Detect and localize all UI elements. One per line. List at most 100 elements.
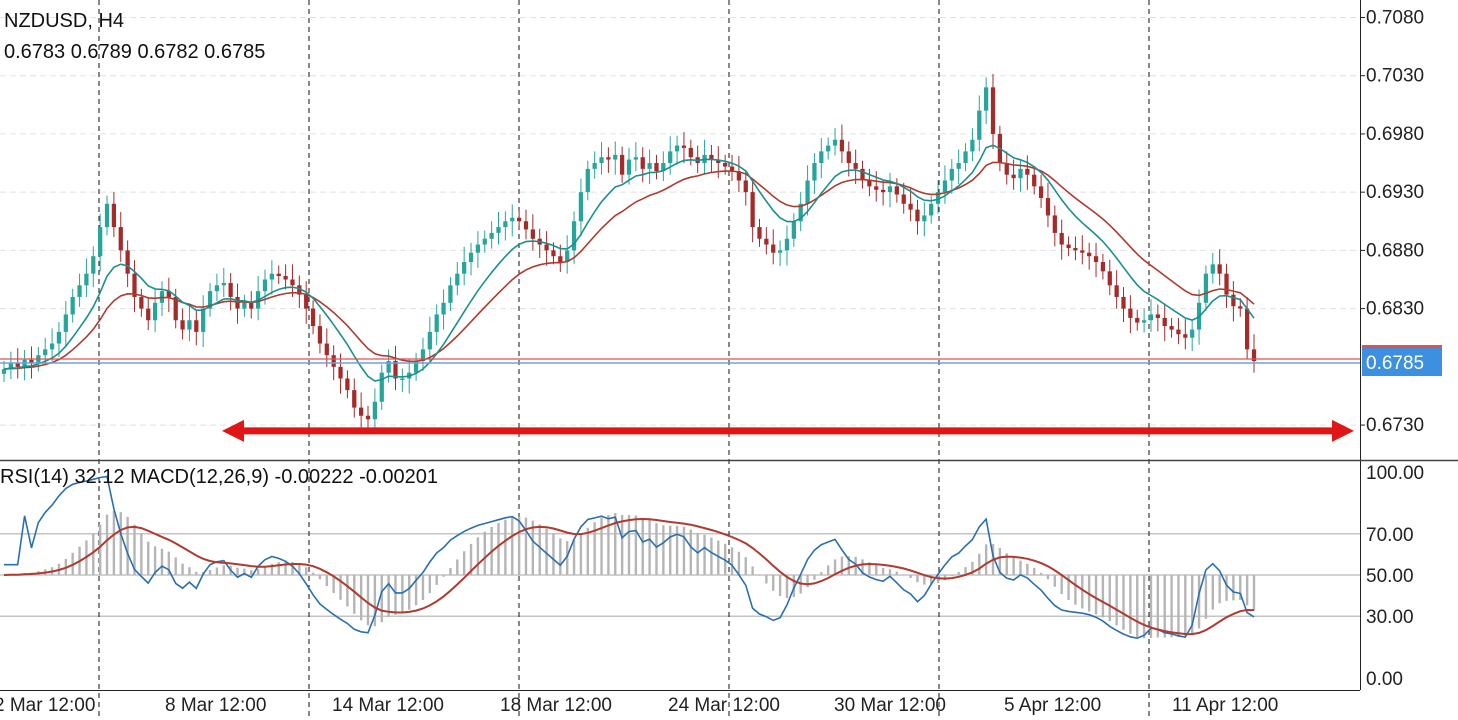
candle-body: [922, 215, 927, 222]
candle-body: [276, 273, 281, 276]
candle-body: [977, 110, 982, 140]
indicator-axis-label: 0.00: [1366, 669, 1403, 690]
candle-body: [1148, 314, 1154, 321]
candle-body: [118, 227, 123, 251]
candle-body: [558, 256, 563, 263]
candle-body: [1107, 271, 1112, 286]
candle-body: [1032, 174, 1037, 187]
candle-body: [853, 163, 858, 169]
candle-body: [1073, 248, 1078, 251]
candle-body: [420, 349, 426, 362]
candle-body: [654, 163, 659, 172]
candle-body: [1025, 168, 1030, 175]
candle-body: [475, 244, 481, 253]
candle-body: [269, 273, 274, 280]
candle-body: [935, 192, 941, 204]
candle-body: [805, 180, 810, 204]
candle-body: [91, 256, 96, 274]
candle-body: [63, 314, 68, 332]
candle-body: [448, 285, 453, 303]
candle-body: [688, 147, 693, 158]
support-range-arrow: [222, 419, 1354, 442]
candle-body: [56, 331, 62, 344]
candle-body: [104, 203, 110, 228]
time-label: 14 Mar 12:00: [332, 695, 444, 716]
candle-body: [668, 151, 673, 164]
candle-body: [132, 273, 137, 297]
candle-body: [455, 273, 460, 286]
candle-body: [990, 87, 996, 134]
candle-body: [812, 163, 817, 181]
fast-moving-average-line: [3, 144, 1255, 382]
candle-body: [427, 331, 432, 350]
candle-body: [1210, 264, 1215, 274]
indicator-axis-label: 70.00: [1366, 525, 1414, 546]
candle-body: [798, 203, 803, 222]
candle-body: [1224, 273, 1229, 295]
time-label: 2 Mar 12:00: [0, 695, 95, 716]
candle-body: [29, 359, 34, 364]
candle-body: [111, 203, 117, 228]
candle-body: [125, 250, 130, 274]
price-label: 0.6930: [1366, 182, 1424, 203]
candle-body: [530, 229, 535, 239]
candle-body: [606, 157, 611, 160]
period-separators: [98, 0, 1150, 720]
candle-body: [1, 369, 7, 374]
candle-body: [496, 227, 501, 233]
candle-body: [98, 227, 103, 257]
candle-body: [207, 291, 213, 309]
rsi-line: [4, 475, 1255, 640]
candle-body: [187, 320, 192, 330]
candle-body: [70, 296, 75, 315]
candle-body: [221, 282, 226, 286]
candle-body: [152, 302, 158, 321]
candle-body: [839, 139, 845, 152]
candle-body: [942, 180, 948, 193]
candle-body: [585, 168, 590, 193]
price-axis-labels: 0.7080 0.7030 0.6980 0.6930 0.6880 0.6830 0.67…: [1360, 7, 1424, 436]
axes: [0, 0, 1458, 691]
candle-body: [1087, 252, 1092, 257]
indicator-readout: RSI(14) 32.12 MACD(12,26,9) -0.00222 -0.…: [0, 466, 439, 488]
candle-body: [1066, 244, 1071, 249]
price-label: 0.6730: [1366, 415, 1424, 436]
candle-body: [1238, 306, 1243, 309]
candle-body: [826, 145, 831, 152]
macd-histogram: [9, 510, 1256, 639]
candle-body: [1018, 168, 1023, 179]
candle-body: [771, 244, 776, 253]
candle-body: [201, 308, 206, 332]
candle-body: [434, 314, 439, 332]
candlesticks: [1, 73, 1257, 435]
slow-moving-average-line: [3, 161, 1255, 370]
time-label: 18 Mar 12:00: [500, 695, 612, 716]
candle-body: [365, 415, 371, 420]
candle-body: [8, 363, 13, 370]
candle-body: [139, 296, 144, 309]
candle-body: [310, 308, 316, 327]
candle-body: [1203, 273, 1209, 303]
candle-body: [338, 366, 343, 379]
indicator-axis-label: 50.00: [1366, 566, 1414, 587]
candle-body: [84, 273, 89, 286]
candle-body: [194, 320, 199, 332]
candle-body: [757, 227, 762, 239]
candle-body: [1169, 326, 1174, 330]
candle-body: [297, 285, 302, 295]
candle-body: [1128, 308, 1133, 318]
candle-body: [1121, 296, 1126, 309]
indicator-axis-labels: 100.00 70.00 50.00 30.00 0.00: [1366, 463, 1424, 690]
candle-body: [750, 192, 755, 228]
symbol-timeframe: NZDUSD, H4: [4, 10, 125, 32]
candle-body: [214, 285, 220, 292]
candle-body: [640, 157, 645, 169]
candle-body: [262, 279, 268, 292]
candle-body: [1038, 186, 1044, 198]
candle-body: [400, 378, 405, 380]
candle-body: [571, 221, 577, 251]
candle-body: [304, 294, 309, 309]
candle-body: [462, 262, 467, 274]
time-label: 5 Apr 12:00: [1004, 695, 1101, 716]
